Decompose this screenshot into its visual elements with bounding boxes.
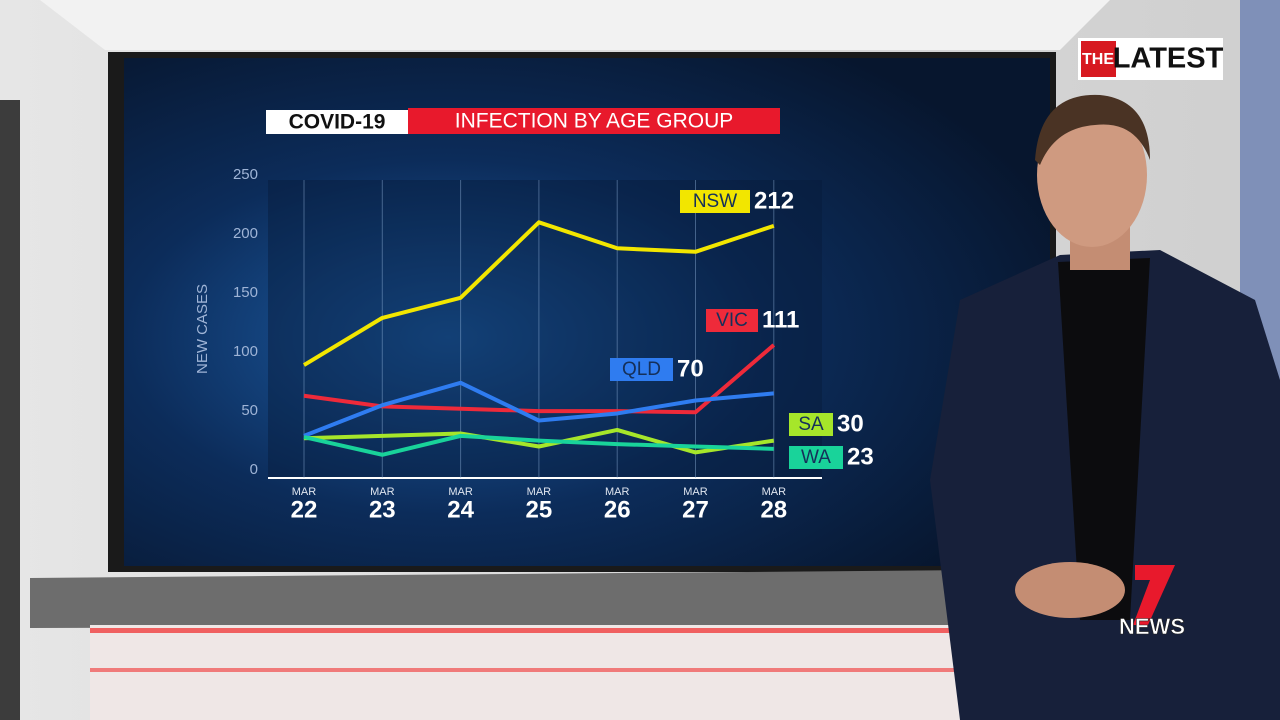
subtitle-box — [408, 108, 780, 134]
series-line — [303, 433, 774, 457]
series-label-box — [789, 446, 843, 469]
y-tick-label: 200 — [233, 225, 258, 242]
y-tick-label: 250 — [233, 166, 258, 183]
left-edge — [0, 100, 20, 720]
screen — [124, 58, 1050, 566]
series-last-value: 30 — [837, 410, 864, 437]
series-label-box — [706, 309, 758, 332]
y-axis-label: NEW CASES — [194, 284, 211, 374]
frame-top — [40, 0, 1110, 50]
series-label: SA — [798, 414, 824, 435]
desk-light — [90, 628, 990, 633]
x-tick-month: MAR — [605, 486, 630, 498]
show-prefix: THE — [1082, 51, 1114, 68]
x-tick-month: MAR — [527, 486, 552, 498]
series-last-value: 111 — [762, 306, 799, 333]
desk-light — [90, 668, 990, 672]
series-label-box — [680, 190, 750, 213]
chart-title: COVID-19 — [289, 111, 386, 134]
x-tick-month: MAR — [762, 486, 787, 498]
series-line — [303, 427, 775, 455]
x-tick-label: 24 — [447, 496, 474, 523]
hair — [1035, 94, 1150, 165]
series-label: QLD — [622, 359, 661, 380]
title-box — [266, 110, 408, 134]
series-line — [302, 220, 775, 367]
shelf — [30, 570, 980, 628]
x-tick-month: MAR — [448, 486, 473, 498]
x-tick-label: 22 — [291, 496, 318, 523]
shirt — [1058, 258, 1150, 620]
series-last-value: 70 — [677, 355, 704, 382]
x-tick-label: 28 — [760, 496, 787, 523]
series-last-value: 212 — [754, 187, 794, 214]
y-tick-label: 150 — [233, 284, 258, 301]
y-tick-label: 0 — [250, 461, 258, 478]
show-name: LATEST — [1113, 43, 1224, 75]
y-tick-label: 50 — [241, 402, 258, 419]
hands — [1015, 562, 1125, 618]
series-label-box — [789, 413, 833, 436]
network-name: NEWS — [1119, 614, 1185, 639]
x-tick-month: MAR — [683, 486, 708, 498]
network-seven — [1133, 565, 1175, 625]
x-tick-month: MAR — [370, 486, 395, 498]
x-tick-label: 26 — [604, 496, 631, 523]
series-last-value: 23 — [847, 443, 874, 470]
x-tick-month: MAR — [292, 486, 317, 498]
x-tick-label: 23 — [369, 496, 396, 523]
series-label: NSW — [693, 191, 737, 212]
x-tick-label: 27 — [682, 496, 709, 523]
presenter — [930, 94, 1280, 720]
series-label: WA — [801, 447, 831, 468]
head — [1037, 103, 1147, 247]
series-line — [303, 380, 774, 438]
desk — [90, 625, 990, 720]
x-tick-label: 25 — [526, 496, 553, 523]
chart-subtitle: INFECTION BY AGE GROUP — [455, 110, 734, 133]
y-tick-label: 100 — [233, 343, 258, 360]
series-label-box — [610, 358, 673, 381]
show-logo-red — [1081, 41, 1116, 77]
series-label: VIC — [716, 310, 748, 331]
